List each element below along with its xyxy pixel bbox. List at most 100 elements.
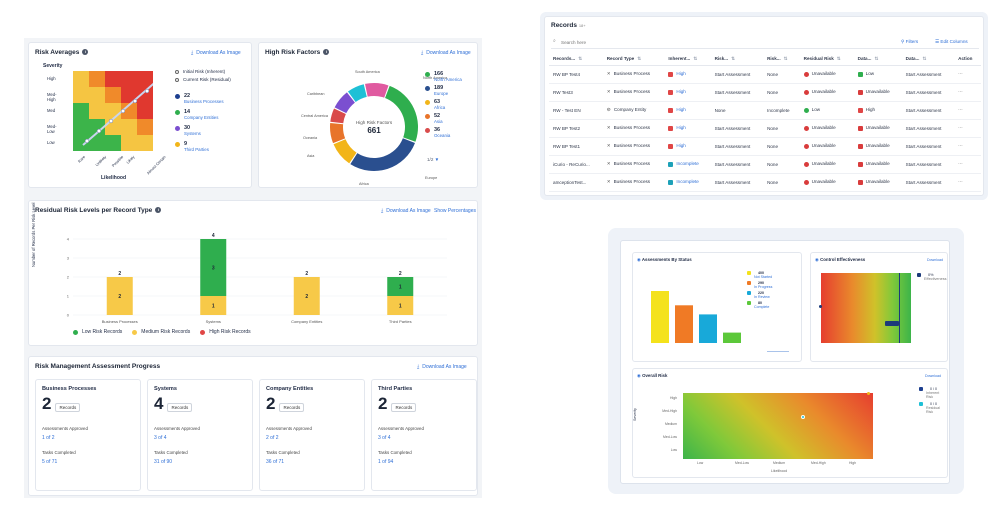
table-row[interactable]: RW BP Test4 ✕ Business Process High Start As… [549, 65, 981, 84]
donut-slice[interactable] [330, 108, 346, 124]
info-icon[interactable]: i [155, 207, 162, 214]
table-row[interactable]: RW - Test EN ⚙ Company Entity High None Incom… [549, 101, 981, 120]
approved-value[interactable]: 3 of 4 [378, 435, 391, 441]
progress-record-card[interactable]: Systems 4 Records Assessments Approved 3 of … [147, 379, 253, 491]
column-header[interactable]: Inherent... ⇅ [664, 53, 711, 66]
tasks-value[interactable]: 31 of 90 [154, 459, 173, 465]
approved-value[interactable]: 1 of 2 [42, 435, 55, 441]
risk-assessment-cell[interactable]: Start Assessment [710, 155, 764, 174]
sort-icon[interactable]: ⇅ [874, 55, 879, 61]
approved-value[interactable]: 3 of 4 [154, 435, 167, 441]
record-name-link[interactable]: RW BP Test2 [549, 119, 603, 138]
donut-slice[interactable] [333, 139, 357, 164]
count-label[interactable]: Third Parties [184, 147, 209, 152]
row-actions-icon[interactable]: ⋯ [954, 155, 981, 174]
status-bar[interactable] [675, 305, 693, 343]
data-assessment-cell[interactable]: Start Assessment [901, 119, 955, 138]
table-row[interactable]: RW BP Test1 ✕ Business Process High Start As… [549, 137, 981, 156]
donut-slice[interactable] [330, 123, 346, 144]
column-header[interactable]: Data... ⇅ [853, 53, 902, 66]
row-actions-icon[interactable]: ⋯ [954, 137, 981, 156]
record-name-link[interactable]: RW Test3 [549, 83, 603, 102]
view-link[interactable] [767, 351, 789, 352]
tasks-value[interactable]: 5 of 71 [42, 459, 58, 465]
residual-legend-item[interactable]: High Risk Records [200, 329, 251, 335]
record-name-link[interactable]: aInceptionTest... [549, 173, 603, 192]
status-bar[interactable] [651, 291, 669, 343]
count-label[interactable]: Business Processes [184, 99, 224, 104]
status-bar[interactable] [723, 332, 741, 343]
download-image-button[interactable]: ⤓ Download As Image [191, 50, 241, 56]
row-actions-icon[interactable]: ⋯ [954, 83, 981, 102]
data-assessment-cell[interactable]: Start Assessment [901, 65, 955, 84]
legend-label[interactable]: North America [434, 77, 462, 82]
approved-value[interactable]: 2 of 2 [266, 435, 279, 441]
low-risk-bar[interactable] [387, 277, 414, 296]
sort-icon[interactable]: ⇅ [922, 55, 927, 61]
record-name-link[interactable]: RW BP Test1 [549, 137, 603, 156]
donut-slice[interactable] [347, 84, 367, 103]
legend-label[interactable]: Asia [434, 119, 443, 124]
row-actions-icon[interactable]: ⋯ [954, 65, 981, 84]
risk-assessment-cell[interactable]: Start Assessment [710, 173, 764, 192]
progress-record-card[interactable]: Third Parties 2 Records Assessments Approve… [371, 379, 477, 491]
data-assessment-cell[interactable]: Start Assessment [901, 173, 955, 192]
filters-button[interactable]: ⚲ Filters [901, 39, 919, 44]
data-assessment-cell[interactable]: Start Assessment [901, 137, 955, 156]
sort-icon[interactable]: ⇅ [693, 55, 698, 61]
table-row[interactable]: RW BP Test2 ✕ Business Process High Start As… [549, 119, 981, 138]
residual-legend-item[interactable]: Medium Risk Records [132, 329, 190, 335]
risk-assessment-cell[interactable]: Start Assessment [710, 137, 764, 156]
info-icon[interactable]: i [82, 49, 89, 56]
count-label[interactable]: Systems [184, 131, 201, 136]
risk-assessment-cell[interactable]: Start Assessment [710, 119, 764, 138]
donut-slice[interactable] [385, 85, 418, 142]
risk-assessment-cell[interactable]: Start Assessment [710, 65, 764, 84]
legend-pager[interactable]: 1/2 ▼ [427, 157, 440, 162]
legend-label[interactable]: Oceania [434, 133, 451, 138]
legend-label[interactable]: Europe [434, 91, 449, 96]
download-button[interactable]: Download [925, 374, 941, 378]
table-row[interactable]: RW Test3 ✕ Business Process High Start Asses… [549, 83, 981, 102]
sort-icon[interactable]: ⇅ [836, 55, 841, 61]
column-header[interactable]: Record Type ⇅ [602, 53, 665, 66]
low-risk-bar[interactable] [200, 239, 227, 296]
risk-assessment-cell[interactable]: Start Assessment [710, 83, 764, 102]
row-actions-icon[interactable]: ⋯ [954, 101, 981, 120]
column-header[interactable]: Records... ⇅ [549, 53, 603, 66]
tasks-value[interactable]: 1 of 94 [378, 459, 394, 465]
sort-icon[interactable]: ⇅ [783, 55, 788, 61]
row-actions-icon[interactable]: ⋯ [954, 173, 981, 192]
column-header[interactable]: Risk... ⇅ [763, 53, 800, 66]
data-assessment-cell[interactable]: Start Assessment [901, 155, 955, 174]
data-assessment-cell[interactable]: Start Assessment [901, 83, 955, 102]
pager-next-icon[interactable]: ▼ [434, 157, 440, 162]
record-name-link[interactable]: RW BP Test4 [549, 65, 603, 84]
legend-label[interactable]: Africa [434, 105, 446, 110]
medium-risk-bar[interactable] [387, 296, 414, 315]
column-header[interactable]: Action [954, 53, 981, 66]
download-image-button[interactable]: ⤓ Download As Image [381, 208, 431, 214]
residual-legend-item[interactable]: Low Risk Records [73, 329, 122, 335]
column-header[interactable]: Residual Risk ⇅ [799, 53, 854, 66]
count-label[interactable]: Company Entities [184, 115, 219, 120]
medium-risk-bar[interactable] [200, 296, 227, 315]
edit-columns-button[interactable]: ☰ Edit Columns [935, 39, 968, 44]
medium-risk-bar[interactable] [106, 277, 133, 315]
sort-icon[interactable]: ⇅ [578, 55, 583, 61]
column-header[interactable]: Risk... ⇅ [710, 53, 764, 66]
download-button[interactable]: Download [927, 258, 943, 262]
record-name-link[interactable]: iCurio - ReCurio... [549, 155, 603, 174]
search-input[interactable] [561, 37, 681, 47]
table-row[interactable]: aInceptionTest... ✕ Business Process Incomp… [549, 173, 981, 192]
sort-icon[interactable]: ⇅ [731, 55, 735, 61]
data-assessment-cell[interactable]: Start Assessment [901, 101, 955, 120]
show-percentages-button[interactable]: Show Percentages [434, 208, 476, 214]
download-image-button[interactable]: ⤓ Download As Image [421, 50, 471, 56]
info-icon[interactable]: i [323, 49, 330, 56]
table-row[interactable]: iCurio - ReCurio... ✕ Business Process Inco… [549, 155, 981, 174]
tasks-value[interactable]: 36 of 71 [266, 459, 285, 465]
donut-slice[interactable] [365, 83, 389, 98]
column-header[interactable]: Data... ⇅ [901, 53, 955, 66]
record-name-link[interactable]: RW - Test EN [549, 101, 603, 120]
